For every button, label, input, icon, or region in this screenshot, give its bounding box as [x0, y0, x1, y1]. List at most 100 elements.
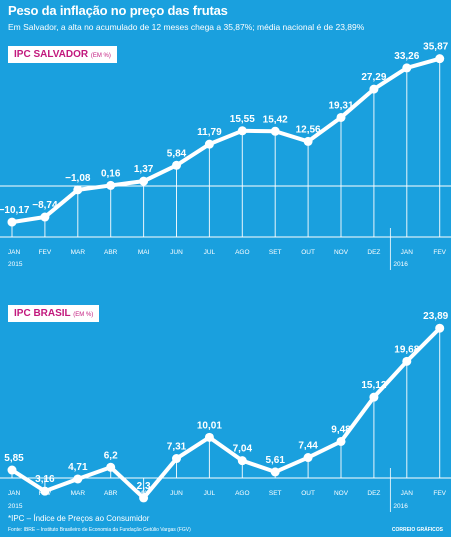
value-label-0-2: −1,08 — [65, 173, 91, 184]
series-line-1 — [10, 326, 442, 500]
data-point-0-2 — [73, 185, 83, 195]
value-label-1-12: 19,68 — [394, 344, 419, 355]
footnote: *IPC – Índice de Preços ao Consumidor — [8, 514, 150, 523]
data-point-1-5 — [172, 454, 181, 464]
month-label-0-9: OUT — [301, 249, 315, 256]
chart-subtitle: Em Salvador, a alta no acumulado de 12 m… — [8, 22, 365, 32]
value-label-0-8: 15,42 — [263, 114, 288, 125]
value-label-0-6: 11,79 — [197, 127, 222, 138]
month-label-0-2: MAR — [71, 249, 86, 256]
value-label-0-5: 5,84 — [167, 148, 187, 159]
value-label-0-12: 33,26 — [394, 51, 419, 62]
series-line-0 — [11, 56, 441, 225]
data-point-0-1 — [40, 212, 50, 222]
value-label-1-4: 2,3 — [137, 481, 151, 492]
month-label-0-0: JAN — [8, 249, 21, 256]
month-label-0-10: NOV — [334, 249, 349, 256]
month-label-0-6: JUL — [204, 249, 216, 256]
value-label-0-13: 35,87 — [423, 42, 448, 53]
value-label-1-6: 10,01 — [197, 420, 222, 431]
value-label-1-8: 5,61 — [265, 455, 285, 466]
value-label-1-13: 23,89 — [423, 311, 448, 322]
month-label-1-4: MAI — [138, 490, 150, 497]
data-point-0-7 — [237, 126, 247, 136]
data-point-1-3 — [106, 462, 116, 472]
value-label-1-11: 15,12 — [361, 380, 386, 391]
month-label-0-3: ABR — [104, 249, 118, 256]
data-point-0-3 — [106, 180, 116, 190]
data-point-1-9 — [303, 453, 313, 463]
data-point-0-13 — [435, 54, 445, 64]
value-label-1-1: 3,16 — [35, 474, 55, 485]
data-point-0-9 — [303, 136, 313, 146]
data-point-1-12 — [402, 356, 412, 366]
month-label-0-13: FEV — [433, 249, 446, 256]
month-label-1-5: JUN — [170, 490, 183, 497]
value-label-0-1: −8,74 — [32, 200, 58, 211]
month-label-0-12: JAN — [401, 249, 414, 256]
data-point-0-12 — [402, 63, 412, 73]
value-label-1-0: 5,85 — [4, 453, 24, 464]
source: Fonte: IBRE – Instituto Brasileiro de Ec… — [8, 527, 191, 533]
month-label-1-11: DEZ — [367, 490, 380, 497]
badge-brasil-unit: (EM %) — [73, 312, 94, 318]
month-label-1-6: JUL — [204, 490, 216, 497]
value-label-1-5: 7,31 — [167, 442, 187, 453]
month-label-0-4: MAI — [138, 249, 150, 256]
value-label-1-10: 9,48 — [331, 424, 351, 435]
value-label-0-10: 19,31 — [328, 100, 353, 111]
year-label-1-0: 2015 — [8, 503, 23, 510]
value-label-1-2: 4,71 — [68, 462, 88, 473]
month-label-1-8: SET — [269, 490, 282, 497]
data-point-0-11 — [369, 84, 379, 94]
month-label-0-11: DEZ — [367, 249, 380, 256]
month-label-1-2: MAR — [71, 490, 86, 497]
month-label-1-1: FEV — [39, 490, 52, 497]
chart-title: Peso da inflação no preço das frutas — [8, 3, 228, 18]
data-point-0-4 — [139, 176, 149, 186]
badge-salvador-label: IPC SALVADOR — [14, 49, 89, 60]
badge-brasil-label: IPC BRASIL — [14, 308, 71, 319]
credit: CORREIO GRÁFICOS — [391, 527, 443, 533]
month-label-0-7: AGO — [235, 249, 249, 256]
value-label-0-9: 12,56 — [296, 124, 321, 135]
data-point-1-6 — [204, 432, 214, 442]
data-point-1-1 — [40, 486, 50, 496]
data-point-1-7 — [237, 456, 247, 466]
data-point-0-8 — [270, 126, 280, 136]
month-label-1-13: FEV — [433, 490, 446, 497]
month-label-1-12: JAN — [401, 490, 414, 497]
month-label-1-10: NOV — [334, 490, 349, 497]
data-point-0-6 — [204, 139, 214, 149]
data-point-0-0 — [7, 217, 17, 227]
data-point-1-8 — [270, 467, 280, 477]
value-label-0-3: 0,16 — [101, 168, 121, 179]
data-point-1-11 — [369, 392, 379, 402]
month-label-0-5: JUN — [170, 249, 183, 256]
data-point-0-5 — [172, 160, 181, 170]
month-label-1-7: AGO — [235, 490, 249, 497]
month-label-1-3: ABR — [104, 490, 118, 497]
year-label-0-1: 2016 — [393, 261, 408, 268]
value-label-0-4: 1,37 — [134, 164, 154, 175]
badge-salvador: IPC SALVADOR (EM %) — [8, 46, 117, 63]
data-point-1-0 — [7, 465, 17, 475]
data-point-1-4 — [139, 493, 149, 503]
value-label-0-7: 15,55 — [230, 114, 255, 125]
badge-salvador-unit: (EM %) — [90, 53, 111, 59]
data-point-1-2 — [73, 474, 83, 484]
value-label-1-9: 7,44 — [298, 441, 318, 452]
badge-brasil: IPC BRASIL (EM %) — [8, 305, 100, 322]
value-label-1-7: 7,04 — [233, 444, 253, 455]
year-label-1-1: 2016 — [393, 503, 408, 510]
value-label-0-11: 27,29 — [361, 72, 386, 83]
data-point-1-10 — [336, 436, 346, 446]
month-label-0-8: SET — [269, 249, 282, 256]
month-label-1-9: OUT — [301, 490, 315, 497]
data-point-1-13 — [435, 323, 445, 333]
data-point-0-10 — [336, 112, 346, 122]
year-label-0-0: 2015 — [8, 261, 23, 268]
month-label-0-1: FEV — [39, 249, 52, 256]
month-label-1-0: JAN — [8, 490, 21, 497]
